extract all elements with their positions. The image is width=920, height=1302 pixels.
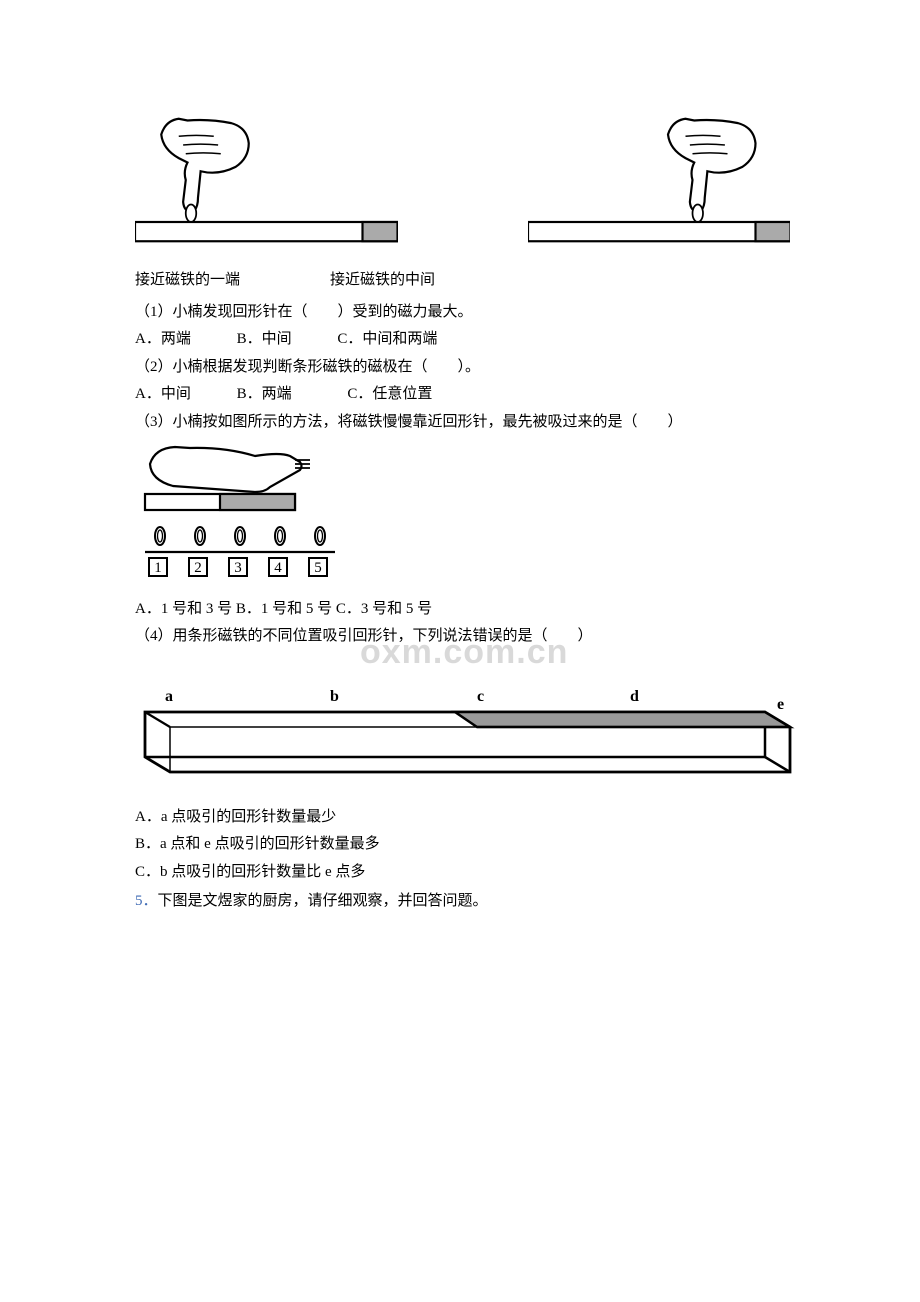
q1-opt-b: B．中间 bbox=[237, 327, 292, 353]
svg-text:4: 4 bbox=[274, 560, 282, 576]
hand-near-middle-image bbox=[528, 100, 791, 260]
clips-diagram: 1 2 3 4 5 bbox=[135, 442, 355, 582]
q4-opt-a: A．a 点吸引的回形针数量最少 bbox=[135, 805, 790, 831]
svg-text:1: 1 bbox=[154, 560, 162, 576]
svg-text:a: a bbox=[165, 688, 173, 705]
svg-text:3: 3 bbox=[234, 560, 242, 576]
top-image-row bbox=[135, 100, 790, 260]
q4-text: （4）用条形磁铁的不同位置吸引回形针，下列说法错误的是（ ） bbox=[135, 624, 790, 650]
q3-text: （3）小楠按如图所示的方法，将磁铁慢慢靠近回形针，最先被吸过来的是（ ） bbox=[135, 410, 790, 436]
q1-options: A．两端 B．中间 C．中间和两端 bbox=[135, 327, 790, 353]
q1-opt-c: C．中间和两端 bbox=[337, 327, 437, 353]
q2-opt-a: A．中间 bbox=[135, 382, 191, 408]
q2-text: （2）小楠根据发现判断条形磁铁的磁极在（ ）。 bbox=[135, 355, 790, 381]
caption-left: 接近磁铁的一端 bbox=[135, 268, 240, 294]
svg-text:c: c bbox=[477, 688, 484, 705]
q2-options: A．中间 B．两端 C．任意位置 bbox=[135, 382, 790, 408]
q5-text: 下图是文煜家的厨房，请仔细观察，并回答问题。 bbox=[158, 893, 488, 909]
q2-opt-c: C．任意位置 bbox=[347, 382, 432, 408]
q3-options: A．1 号和 3 号 B．1 号和 5 号 C．3 号和 5 号 bbox=[135, 597, 790, 623]
bar-magnet-diagram: a b c d e bbox=[135, 687, 795, 787]
caption-right: 接近磁铁的中间 bbox=[330, 268, 435, 294]
svg-text:e: e bbox=[777, 696, 784, 713]
svg-text:2: 2 bbox=[194, 560, 202, 576]
q2-opt-b: B．两端 bbox=[237, 382, 292, 408]
svg-text:d: d bbox=[630, 688, 639, 705]
svg-text:b: b bbox=[330, 688, 339, 705]
paperclips bbox=[155, 527, 325, 545]
q5-line: 5．下图是文煜家的厨房，请仔细观察，并回答问题。 bbox=[135, 889, 790, 915]
q1-opt-a: A．两端 bbox=[135, 327, 191, 353]
q1-text: （1）小楠发现回形针在（ ）受到的磁力最大。 bbox=[135, 300, 790, 326]
q4-opt-c: C．b 点吸引的回形针数量比 e 点多 bbox=[135, 860, 790, 886]
image-captions: 接近磁铁的一端 接近磁铁的中间 bbox=[135, 268, 790, 294]
svg-text:5: 5 bbox=[314, 560, 322, 576]
q4-opt-b: B．a 点和 e 点吸引的回形针数量最多 bbox=[135, 832, 790, 858]
q5-number: 5． bbox=[135, 893, 158, 909]
hand-near-end-image bbox=[135, 100, 398, 260]
